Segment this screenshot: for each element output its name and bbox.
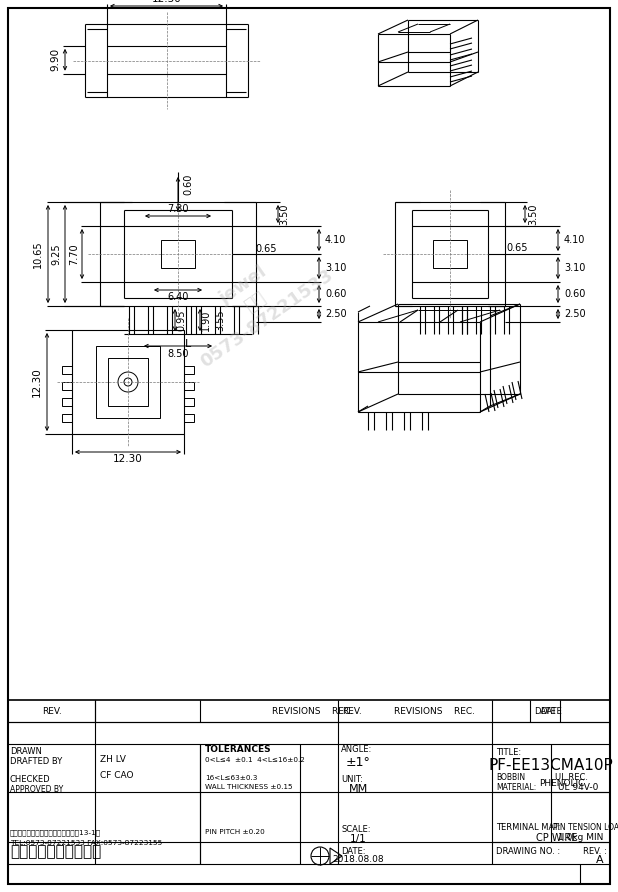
Text: 0.60: 0.60 xyxy=(183,173,193,194)
Bar xyxy=(184,366,194,374)
Text: UL 94V-0: UL 94V-0 xyxy=(558,783,598,792)
Bar xyxy=(62,414,72,422)
Text: TITLE:: TITLE: xyxy=(496,748,521,757)
Text: 0<L≤4  ±0.1  4<L≤16±0.2: 0<L≤4 ±0.1 4<L≤16±0.2 xyxy=(205,757,305,763)
Bar xyxy=(108,358,148,406)
Text: PIN TENSION LOAD:: PIN TENSION LOAD: xyxy=(553,823,618,832)
Text: 3.55: 3.55 xyxy=(215,310,225,331)
Text: MM: MM xyxy=(349,784,368,794)
Text: 1.0kg MIN: 1.0kg MIN xyxy=(558,833,603,843)
Text: 地址：浙江省海宁市盐官镇园区四路13-1号: 地址：浙江省海宁市盐官镇园区四路13-1号 xyxy=(10,830,101,837)
Text: 7.70: 7.70 xyxy=(69,244,79,265)
Text: TERMINAL MAT:: TERMINAL MAT: xyxy=(496,823,561,832)
Text: 海宁捷晖电子有限公司: 海宁捷晖电子有限公司 xyxy=(10,845,101,860)
Text: REV.: REV. xyxy=(342,706,362,715)
Text: BOBBIN: BOBBIN xyxy=(496,773,525,782)
Text: TEL:0573-87221533 FAX:0573-87223155: TEL:0573-87221533 FAX:0573-87223155 xyxy=(10,840,163,846)
Text: 0.60: 0.60 xyxy=(325,289,346,299)
Text: 4.10: 4.10 xyxy=(325,235,346,245)
Text: TOLERANCES: TOLERANCES xyxy=(205,746,272,755)
Bar xyxy=(184,414,194,422)
Text: 8.50: 8.50 xyxy=(167,349,188,359)
Text: CP WIRE: CP WIRE xyxy=(536,833,578,843)
Text: CHECKED: CHECKED xyxy=(10,774,51,783)
Text: 1/1: 1/1 xyxy=(350,834,366,844)
Text: PHENOLIC: PHENOLIC xyxy=(540,780,585,789)
Text: DRAWN: DRAWN xyxy=(10,747,42,756)
Text: 2018.08.08: 2018.08.08 xyxy=(332,855,384,864)
Text: 16<L≤63±0.3: 16<L≤63±0.3 xyxy=(205,775,257,781)
Text: 0.95: 0.95 xyxy=(176,310,186,331)
Text: APPROVED BY: APPROVED BY xyxy=(10,784,63,794)
Text: UL REC.: UL REC. xyxy=(555,773,588,782)
Text: 0.65: 0.65 xyxy=(506,243,528,253)
Text: 3.50: 3.50 xyxy=(528,203,538,225)
Text: 1.90: 1.90 xyxy=(201,310,211,331)
Text: WALL THICKNESS ±0.15: WALL THICKNESS ±0.15 xyxy=(205,784,293,790)
Text: 3.10: 3.10 xyxy=(564,263,585,273)
Text: REVISIONS    REC.: REVISIONS REC. xyxy=(394,706,475,715)
Text: 0.60: 0.60 xyxy=(564,289,585,299)
Text: REV.: REV. xyxy=(42,706,62,715)
Text: jewel
捷晖
0573-87221533: jewel 捷晖 0573-87221533 xyxy=(173,233,337,372)
Text: 12.30: 12.30 xyxy=(151,0,181,4)
Text: ±1°: ±1° xyxy=(345,756,370,769)
Text: 4.10: 4.10 xyxy=(564,235,585,245)
Text: ZH LV: ZH LV xyxy=(100,756,126,764)
Bar xyxy=(62,366,72,374)
Text: A: A xyxy=(596,855,604,865)
Bar xyxy=(184,398,194,406)
Text: REVISIONS    REC.: REVISIONS REC. xyxy=(272,706,353,715)
Text: DATE: DATE xyxy=(540,706,562,715)
Text: 7.30: 7.30 xyxy=(167,204,188,214)
Text: ANGLE:: ANGLE: xyxy=(341,745,372,754)
Text: 3.10: 3.10 xyxy=(325,263,346,273)
Text: 2.50: 2.50 xyxy=(564,309,586,319)
Text: 12.30: 12.30 xyxy=(113,454,143,464)
Bar xyxy=(96,346,160,418)
Text: SCALE:: SCALE: xyxy=(341,824,371,833)
Text: 2.50: 2.50 xyxy=(325,309,347,319)
Text: REV. :: REV. : xyxy=(583,847,607,855)
Text: DATE: DATE xyxy=(534,706,556,715)
Text: 0.65: 0.65 xyxy=(255,244,277,254)
Text: MATERIAL:: MATERIAL: xyxy=(496,782,536,791)
Text: 9.25: 9.25 xyxy=(51,244,61,265)
Bar xyxy=(433,240,467,268)
Bar xyxy=(62,382,72,390)
Bar xyxy=(72,330,184,434)
Bar xyxy=(161,240,195,268)
Bar xyxy=(184,382,194,390)
Text: UNIT:: UNIT: xyxy=(341,775,363,784)
Text: DATE:: DATE: xyxy=(341,847,365,855)
Text: 9.90: 9.90 xyxy=(50,48,60,71)
Text: PIN PITCH ±0.20: PIN PITCH ±0.20 xyxy=(205,829,265,835)
Text: PF-EE13CMA10P: PF-EE13CMA10P xyxy=(489,758,614,773)
Text: DRAWING NO. :: DRAWING NO. : xyxy=(496,847,560,855)
Text: CF CAO: CF CAO xyxy=(100,772,133,780)
Text: 3.50: 3.50 xyxy=(279,203,289,225)
Text: DRAFTED BY: DRAFTED BY xyxy=(10,756,62,765)
Text: 10.65: 10.65 xyxy=(33,240,43,268)
Text: 12.30: 12.30 xyxy=(32,368,42,397)
Text: 6.40: 6.40 xyxy=(167,292,188,302)
Text: L: L xyxy=(185,339,191,349)
Bar xyxy=(62,398,72,406)
